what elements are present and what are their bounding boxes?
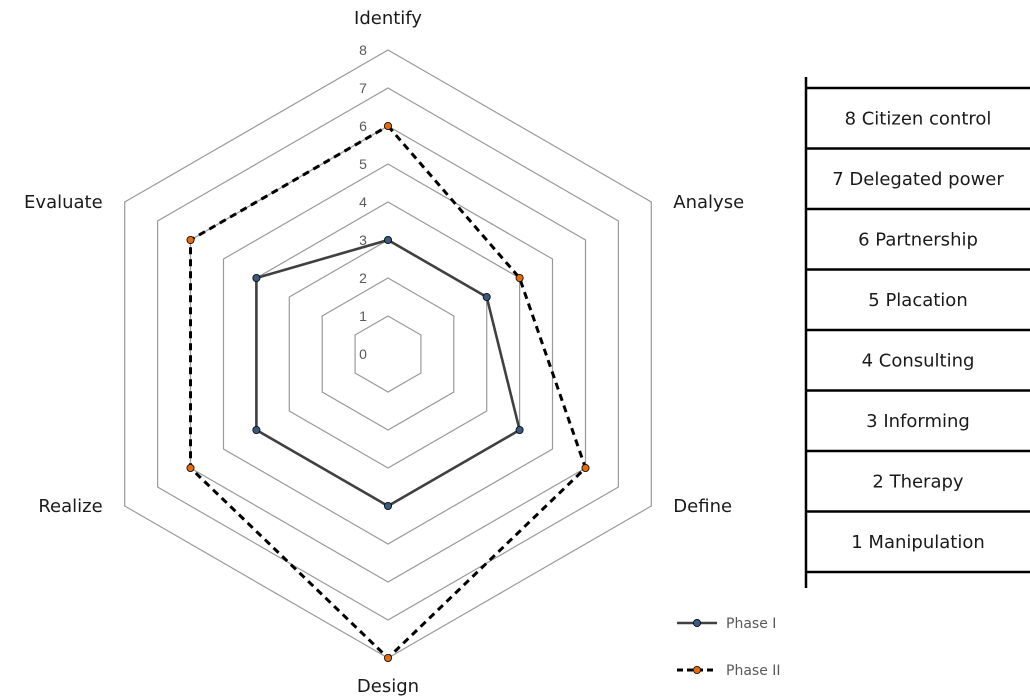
grid-ring-7 bbox=[157, 87, 620, 621]
point-phase-i-define bbox=[515, 425, 524, 434]
ladder-rung-3: 3 Informing bbox=[866, 411, 970, 432]
axis-label-realize: Realize bbox=[38, 496, 102, 517]
point-phase-ii-evaluate bbox=[186, 235, 195, 244]
tick-label-7: 7 bbox=[359, 80, 367, 96]
axis-label-analyse: Analyse bbox=[673, 192, 744, 213]
tick-label-8: 8 bbox=[359, 42, 367, 58]
grid-ring-4 bbox=[255, 201, 521, 507]
point-phase-ii-design bbox=[383, 654, 392, 663]
grid-ring-2 bbox=[321, 277, 455, 431]
grid-ring-6 bbox=[189, 125, 587, 583]
legend-marker-phase-i bbox=[693, 619, 702, 628]
axis-label-define: Define bbox=[673, 496, 732, 517]
radar-grid bbox=[124, 49, 652, 659]
chart-legend: Phase I Phase II bbox=[677, 616, 781, 679]
series-line-phase-i bbox=[255, 238, 521, 508]
tick-label-3: 3 bbox=[359, 232, 367, 248]
ladder-rung-7: 7 Delegated power bbox=[832, 169, 1004, 190]
tick-label-2: 2 bbox=[359, 270, 367, 286]
point-phase-i-evaluate bbox=[252, 273, 261, 282]
grid-ring-1 bbox=[354, 315, 422, 393]
point-phase-ii-define bbox=[581, 463, 590, 472]
radar-axis-labels: Identify Analyse Define Design Realize Evalua… bbox=[24, 8, 744, 697]
tick-label-1: 1 bbox=[359, 308, 367, 324]
grid-ring-3 bbox=[288, 239, 488, 469]
grid-ring-8 bbox=[124, 49, 652, 659]
axis-label-design: Design bbox=[357, 676, 419, 697]
axis-label-identify: Identify bbox=[354, 8, 422, 29]
legend-label-phase-i: Phase I bbox=[726, 616, 776, 632]
tick-label-4: 4 bbox=[359, 194, 367, 210]
tick-label-5: 5 bbox=[359, 156, 367, 172]
legend-label-phase-ii: Phase II bbox=[726, 663, 781, 679]
radar-tick-labels: 0 1 2 3 4 5 6 7 8 bbox=[359, 42, 367, 362]
legend-marker-phase-ii bbox=[693, 666, 702, 675]
grid-ring-5 bbox=[222, 163, 554, 545]
point-phase-ii-realize bbox=[186, 463, 195, 472]
ladder-rung-5: 5 Placation bbox=[868, 290, 967, 311]
radar-series bbox=[186, 122, 590, 663]
ladder-rung-8: 8 Citizen control bbox=[845, 108, 992, 129]
tick-label-6: 6 bbox=[359, 118, 367, 134]
point-phase-i-design bbox=[383, 501, 392, 510]
point-phase-ii-identify bbox=[383, 122, 392, 131]
axis-label-evaluate: Evaluate bbox=[24, 192, 103, 213]
ladder-rung-1: 1 Manipulation bbox=[851, 532, 985, 553]
ladder-rung-2: 2 Therapy bbox=[872, 471, 964, 492]
tick-label-0: 0 bbox=[359, 346, 367, 362]
point-phase-ii-analyse bbox=[515, 273, 524, 282]
ladder-rung-4: 4 Consulting bbox=[862, 350, 975, 371]
point-phase-i-analyse bbox=[482, 292, 491, 301]
radar-chart: 0 1 2 3 4 5 6 7 8 Identify Analyse Define Design Rea… bbox=[24, 8, 781, 697]
point-phase-i-identify bbox=[383, 235, 392, 244]
ladder-rung-6: 6 Partnership bbox=[858, 229, 978, 250]
point-phase-i-realize bbox=[252, 425, 261, 434]
